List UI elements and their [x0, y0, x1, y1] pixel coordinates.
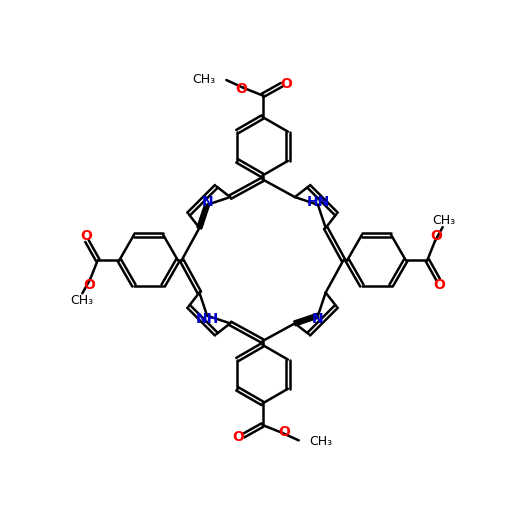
Text: O: O	[80, 229, 92, 243]
Text: O: O	[281, 77, 292, 91]
Text: HN: HN	[306, 195, 329, 209]
Text: CH₃: CH₃	[70, 294, 93, 307]
Text: O: O	[430, 229, 442, 243]
Text: O: O	[278, 425, 290, 439]
Text: N: N	[201, 195, 213, 209]
Text: O: O	[235, 82, 247, 95]
Text: NH: NH	[195, 312, 219, 326]
Text: CH₃: CH₃	[192, 73, 215, 86]
Text: CH₃: CH₃	[432, 214, 455, 227]
Text: O: O	[83, 278, 95, 292]
Text: N: N	[312, 312, 324, 326]
Text: CH₃: CH₃	[309, 435, 332, 448]
Text: O: O	[233, 429, 245, 444]
Text: O: O	[433, 278, 445, 292]
